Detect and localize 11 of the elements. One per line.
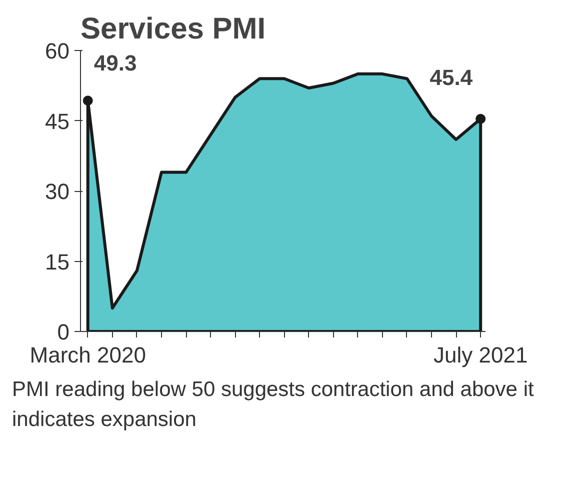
data-label: 45.4: [430, 64, 474, 90]
chart-title: Services PMI: [80, 12, 266, 46]
y-tick-label: 45: [45, 108, 70, 134]
data-label: 49.3: [94, 50, 137, 76]
x-tick-label: March 2020: [30, 342, 146, 368]
x-tick-label: July 2021: [434, 342, 528, 368]
y-tick-label: 30: [45, 179, 70, 204]
y-tick-label: 60: [45, 38, 70, 64]
y-tick-label: 15: [45, 249, 70, 274]
y-tick-label: 0: [57, 320, 70, 344]
text: PMI reading below 50 suggests contraction and above it indicates expansion: [12, 377, 535, 433]
